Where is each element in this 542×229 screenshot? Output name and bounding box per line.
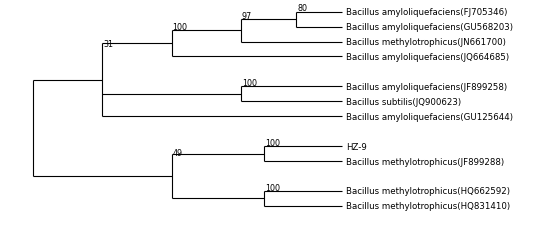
Text: Bacillus amyloliquefaciens(JQ664685): Bacillus amyloliquefaciens(JQ664685): [346, 53, 509, 62]
Text: Bacillus amyloliquefaciens(GU125644): Bacillus amyloliquefaciens(GU125644): [346, 112, 513, 121]
Text: Bacillus methylotrophicus(HQ831410): Bacillus methylotrophicus(HQ831410): [346, 202, 510, 210]
Text: 97: 97: [242, 12, 252, 21]
Text: Bacillus amyloliquefaciens(FJ705346): Bacillus amyloliquefaciens(FJ705346): [346, 8, 507, 17]
Text: Bacillus methylotrophicus(JN661700): Bacillus methylotrophicus(JN661700): [346, 38, 506, 47]
Text: 100: 100: [242, 79, 257, 88]
Text: 49: 49: [172, 148, 183, 157]
Text: HZ-9: HZ-9: [346, 142, 367, 151]
Text: Bacillus methylotrophicus(JF899288): Bacillus methylotrophicus(JF899288): [346, 157, 504, 166]
Text: Bacillus methylotrophicus(HQ662592): Bacillus methylotrophicus(HQ662592): [346, 187, 510, 196]
Text: Bacillus amyloliquefaciens(JF899258): Bacillus amyloliquefaciens(JF899258): [346, 82, 507, 91]
Text: 80: 80: [297, 4, 307, 13]
Text: Bacillus subtilis(JQ900623): Bacillus subtilis(JQ900623): [346, 97, 461, 106]
Text: 100: 100: [265, 183, 280, 192]
Text: 100: 100: [172, 23, 188, 32]
Text: 100: 100: [265, 138, 280, 147]
Text: Bacillus amyloliquefaciens(GU568203): Bacillus amyloliquefaciens(GU568203): [346, 23, 513, 32]
Text: 31: 31: [103, 40, 113, 49]
